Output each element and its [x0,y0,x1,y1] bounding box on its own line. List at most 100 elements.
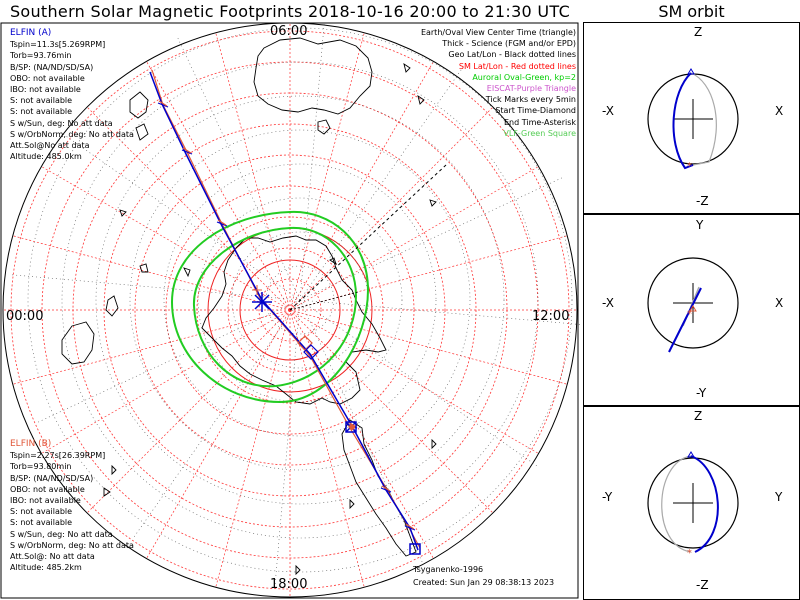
geo-lon-line [274,299,301,589]
track-tick [157,102,169,108]
sm-orbit-panel-xz: * [583,22,800,214]
footprint-map [0,22,580,599]
track-tick [380,487,392,493]
sm-mlt-spoke [289,61,434,311]
track-tick [405,523,415,530]
geo-lat-ring [61,61,539,539]
sm-mlt-spoke [289,309,434,559]
geo-lat-ring [163,163,437,437]
geo-lat-ring [129,129,471,471]
geo-lat-ring [27,27,573,573]
sm1-right: X [775,104,784,118]
sm-mlt-spoke [289,309,568,385]
track-tick [216,221,228,227]
elfin-b-line: Altitude: 485.2km [10,563,82,573]
sm-lat-ring [10,30,570,590]
south-america-outline [341,419,417,557]
legend-entry: Geo Lat/Lon - Black dotted lines [448,50,576,60]
elfin-a-line: Att.Sol@No att data [10,140,90,150]
sm3-top: Z [694,409,703,423]
sm-mlt-spoke [41,309,291,454]
mlt-label-top: 06:00 [270,24,308,39]
geo-lon-line [299,22,325,301]
elfin-b-line: Tspin=2.27s[26.39RPM] [10,451,106,461]
model-label: Tsyganenko-1996 [413,565,484,574]
elfin-a-line: B/SP: (NA/ND/SD/SA) [10,62,94,72]
legend-entry: Tick Marks every 5min [485,95,576,105]
elfin-a-line: Tspin=11.3s[5.269RPM] [10,40,106,50]
geo-lon-line [299,62,467,301]
start-diamond-a [303,344,319,360]
antarctica-outline [201,235,387,405]
legend-entry: Auroral Oval-Green, kp=2 [472,72,576,82]
new-zealand-outline [129,91,149,141]
elfin-b-line: IBO: not available [10,495,81,505]
geo-lat-ring [197,197,403,403]
legend-entry: Start Time-Diamond [495,106,576,116]
sm-orbit-panel-yz: * [583,406,800,600]
legend-entry: VLF-Green Square [503,128,576,138]
legend-entry: Thick - Science (FGM and/or EPD) [442,39,576,49]
sm-mlt-spoke [289,235,568,311]
geo-lon-line [177,37,301,301]
track-tick [181,149,193,155]
track-tick [182,147,192,154]
mlt-label-left: 00:00 [6,309,44,324]
geo-lon-line [62,133,301,301]
start-diamond-b [297,335,313,351]
mlt-label-bottom: 18:00 [270,577,308,592]
end-asterisk-a [252,292,272,312]
track-tick [217,219,227,226]
madagascar-outline [105,295,119,317]
sm-mlt-spoke [289,32,365,311]
elfin-b-line: S: not available [10,507,73,517]
sm2-top: Y [696,218,704,232]
svg-text:*: * [687,309,692,320]
created-label: Created: Sun Jan 29 08:38:13 2023 [413,578,555,587]
geo-lon-line [11,274,301,301]
elfin-a-line: OBO: not available [10,73,85,83]
australia-outline [253,37,373,115]
geo-lon-line [299,299,423,563]
sm1-top: Z [694,25,703,39]
elfin-a-name: ELFIN (A) [10,28,52,38]
elfin-a-line: S: not available [10,107,73,117]
elfin-a-line: Torb=93.76min [10,51,72,61]
legend-entry: EISCAT-Purple Triangle [486,83,576,93]
elfin-b-line: S w/Sun, deg: No att data [10,529,113,539]
elfin-a-line: IBO: not available [10,84,81,94]
elfin-b-line: S w/OrbNorm, deg: No att data [10,540,134,550]
geo-lon-line [133,299,301,538]
legend: Earth/Oval View Center Time (triangle) T… [421,27,576,139]
sm3-right: Y [775,490,783,504]
elfin-b-line: Att.Sol@: No att data [10,551,95,561]
sm3-left: -Y [602,490,613,504]
sm2-bottom: -Y [696,386,707,400]
geo-lat-ring [265,265,335,335]
elfin-a-line: S w/OrbNorm, deg: No att data [10,129,134,139]
sm-mlt-spoke [12,235,291,311]
end-asterisk-b [252,285,262,295]
sm2-left: -X [602,296,614,310]
geo-lon-line [299,177,563,301]
elfin-b-line: B/SP: (NA/ND/SD/SA) [10,473,94,483]
elfin-b-line: S: not available [10,518,73,528]
elfin-a-line: Altitude: 485.0km [10,152,82,162]
elfin-b-name: ELFIN (B) [10,439,52,449]
track-tick [381,485,391,492]
track-tick [158,100,168,107]
sm-mlt-spoke [215,32,291,311]
sm-mlt-spoke [289,309,494,514]
geo-lon-line [299,299,580,325]
sm1-bottom: -Z [696,194,709,208]
sm-mlt-spoke [146,309,291,559]
sm-lat-ring [258,278,322,342]
sm-lat-ring [134,154,446,466]
tasmania-outline [317,119,331,135]
map-boundary [2,22,578,598]
sm-mlt-spoke [146,61,291,311]
sm1-left: -X [602,104,614,118]
track-tick [404,525,416,531]
mlt-label-right: 12:00 [532,309,570,324]
africa-outline [61,321,95,365]
